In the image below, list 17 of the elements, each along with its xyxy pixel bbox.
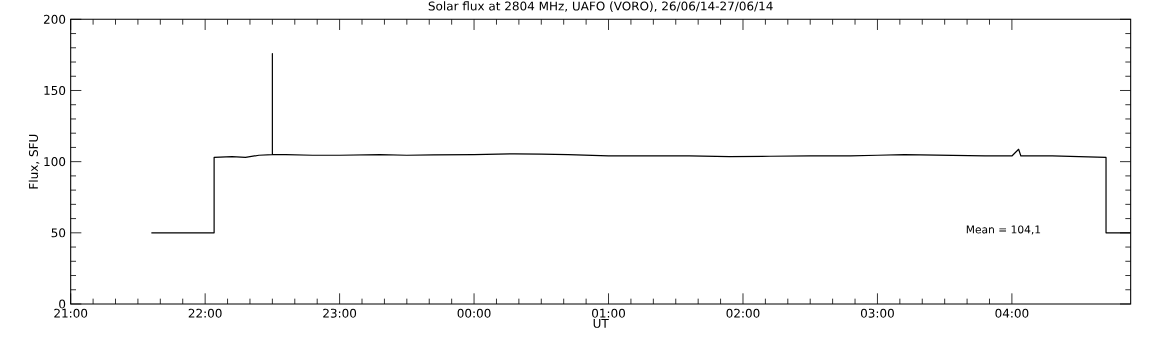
x-tick-label: 03:00 (860, 308, 894, 318)
y-tick-label: 200 (43, 14, 66, 24)
x-tick-label: 02:00 (726, 308, 760, 318)
y-tick-label: 0 (59, 299, 66, 309)
x-tick-label: 04:00 (995, 308, 1029, 318)
y-tick-label: 100 (44, 157, 66, 167)
x-axis-title: UT (593, 318, 609, 328)
x-tick-label: 22:00 (188, 308, 222, 318)
x-tick-label: 21:00 (54, 308, 88, 318)
annotation: Mean = 104,1 (966, 225, 1041, 235)
y-axis-title: Flux, SFU (28, 134, 40, 189)
x-tick-label: 00:00 (457, 308, 491, 318)
x-tick-label: 23:00 (323, 308, 357, 318)
y-tick-label: 50 (51, 228, 66, 238)
x-tick-label: 01:00 (592, 308, 626, 318)
y-tick-label: 150 (44, 85, 66, 96)
chart-title: Solar flux at 2804 MHz, UAFO (VORO), 26/06/14-27/06/14 (428, 1, 773, 12)
